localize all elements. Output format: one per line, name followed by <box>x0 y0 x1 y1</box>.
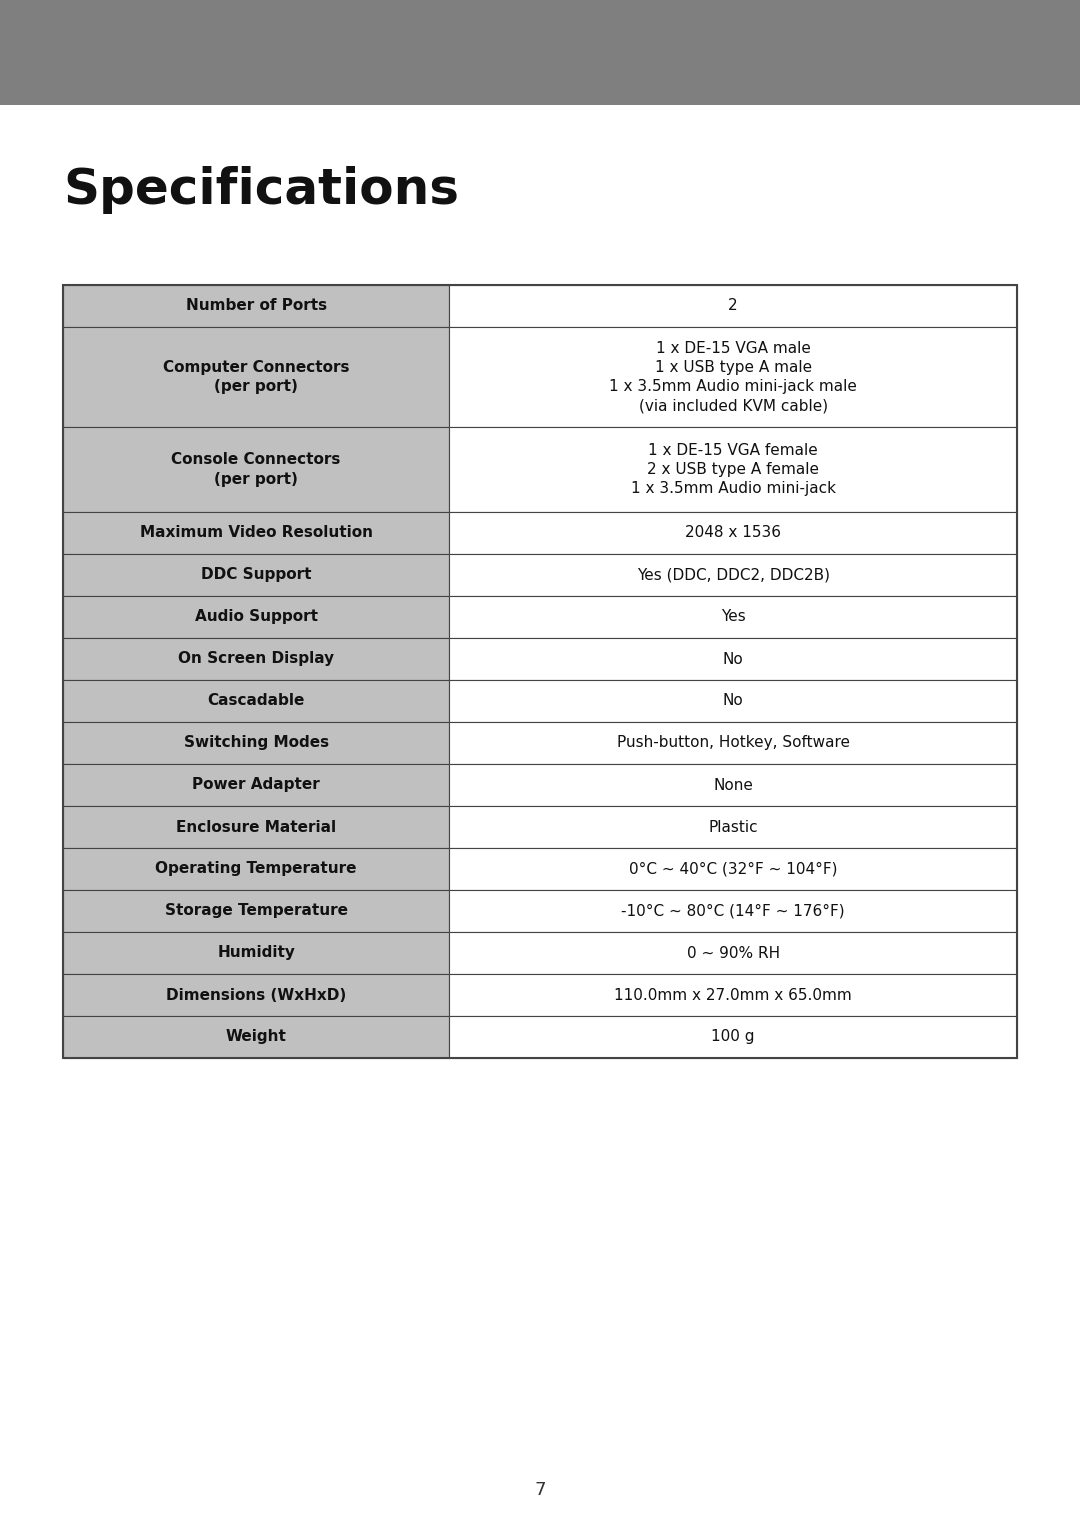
Text: •com: •com <box>820 28 927 61</box>
Text: 7: 7 <box>535 1480 545 1499</box>
Text: Dimensions (WxHxD): Dimensions (WxHxD) <box>166 988 347 1003</box>
Text: Weight: Weight <box>226 1029 286 1045</box>
Text: Yes (DDC, DDC2, DDC2B): Yes (DDC, DDC2, DDC2B) <box>637 568 829 583</box>
Text: Plastic: Plastic <box>708 819 758 834</box>
Text: Number of Ports: Number of Ports <box>186 299 327 313</box>
Text: Specifications: Specifications <box>63 166 459 215</box>
Text: Switching Modes: Switching Modes <box>184 735 328 750</box>
Text: Maximum Video Resolution: Maximum Video Resolution <box>139 526 373 540</box>
Text: Enclosure Material: Enclosure Material <box>176 819 336 834</box>
Text: On Screen Display: On Screen Display <box>178 652 334 666</box>
Text: StarTech: StarTech <box>643 28 820 61</box>
Text: No: No <box>723 693 743 709</box>
Text: 0 ~ 90% RH: 0 ~ 90% RH <box>687 945 780 960</box>
Text: None: None <box>713 778 753 793</box>
Text: Operating Temperature: Operating Temperature <box>156 862 356 876</box>
Text: Console Connectors
(per port): Console Connectors (per port) <box>172 453 341 486</box>
Text: Power Adapter: Power Adapter <box>192 778 320 793</box>
Text: Humidity: Humidity <box>217 945 295 960</box>
Text: Hard-to-find made easy: Hard-to-find made easy <box>816 74 963 86</box>
Text: Push-button, Hotkey, Software: Push-button, Hotkey, Software <box>617 735 850 750</box>
Text: 1 x DE-15 VGA male
1 x USB type A male
1 x 3.5mm Audio mini-jack male
(via inclu: 1 x DE-15 VGA male 1 x USB type A male 1… <box>609 341 858 413</box>
Text: 2: 2 <box>728 299 738 313</box>
Text: Cascadable: Cascadable <box>207 693 305 709</box>
Text: DDC Support: DDC Support <box>201 568 311 583</box>
Text: Audio Support: Audio Support <box>194 609 318 624</box>
Text: Yes: Yes <box>720 609 745 624</box>
Text: 2048 x 1536: 2048 x 1536 <box>685 526 781 540</box>
Text: 100 g: 100 g <box>712 1029 755 1045</box>
Text: 110.0mm x 27.0mm x 65.0mm: 110.0mm x 27.0mm x 65.0mm <box>615 988 852 1003</box>
Text: 1 x DE-15 VGA female
2 x USB type A female
1 x 3.5mm Audio mini-jack: 1 x DE-15 VGA female 2 x USB type A fema… <box>631 443 836 495</box>
Text: Computer Connectors
(per port): Computer Connectors (per port) <box>163 360 350 394</box>
Text: Storage Temperature: Storage Temperature <box>164 904 348 919</box>
Text: No: No <box>723 652 743 666</box>
Text: 0°C ~ 40°C (32°F ~ 104°F): 0°C ~ 40°C (32°F ~ 104°F) <box>629 862 837 876</box>
Text: -10°C ~ 80°C (14°F ~ 176°F): -10°C ~ 80°C (14°F ~ 176°F) <box>621 904 845 919</box>
